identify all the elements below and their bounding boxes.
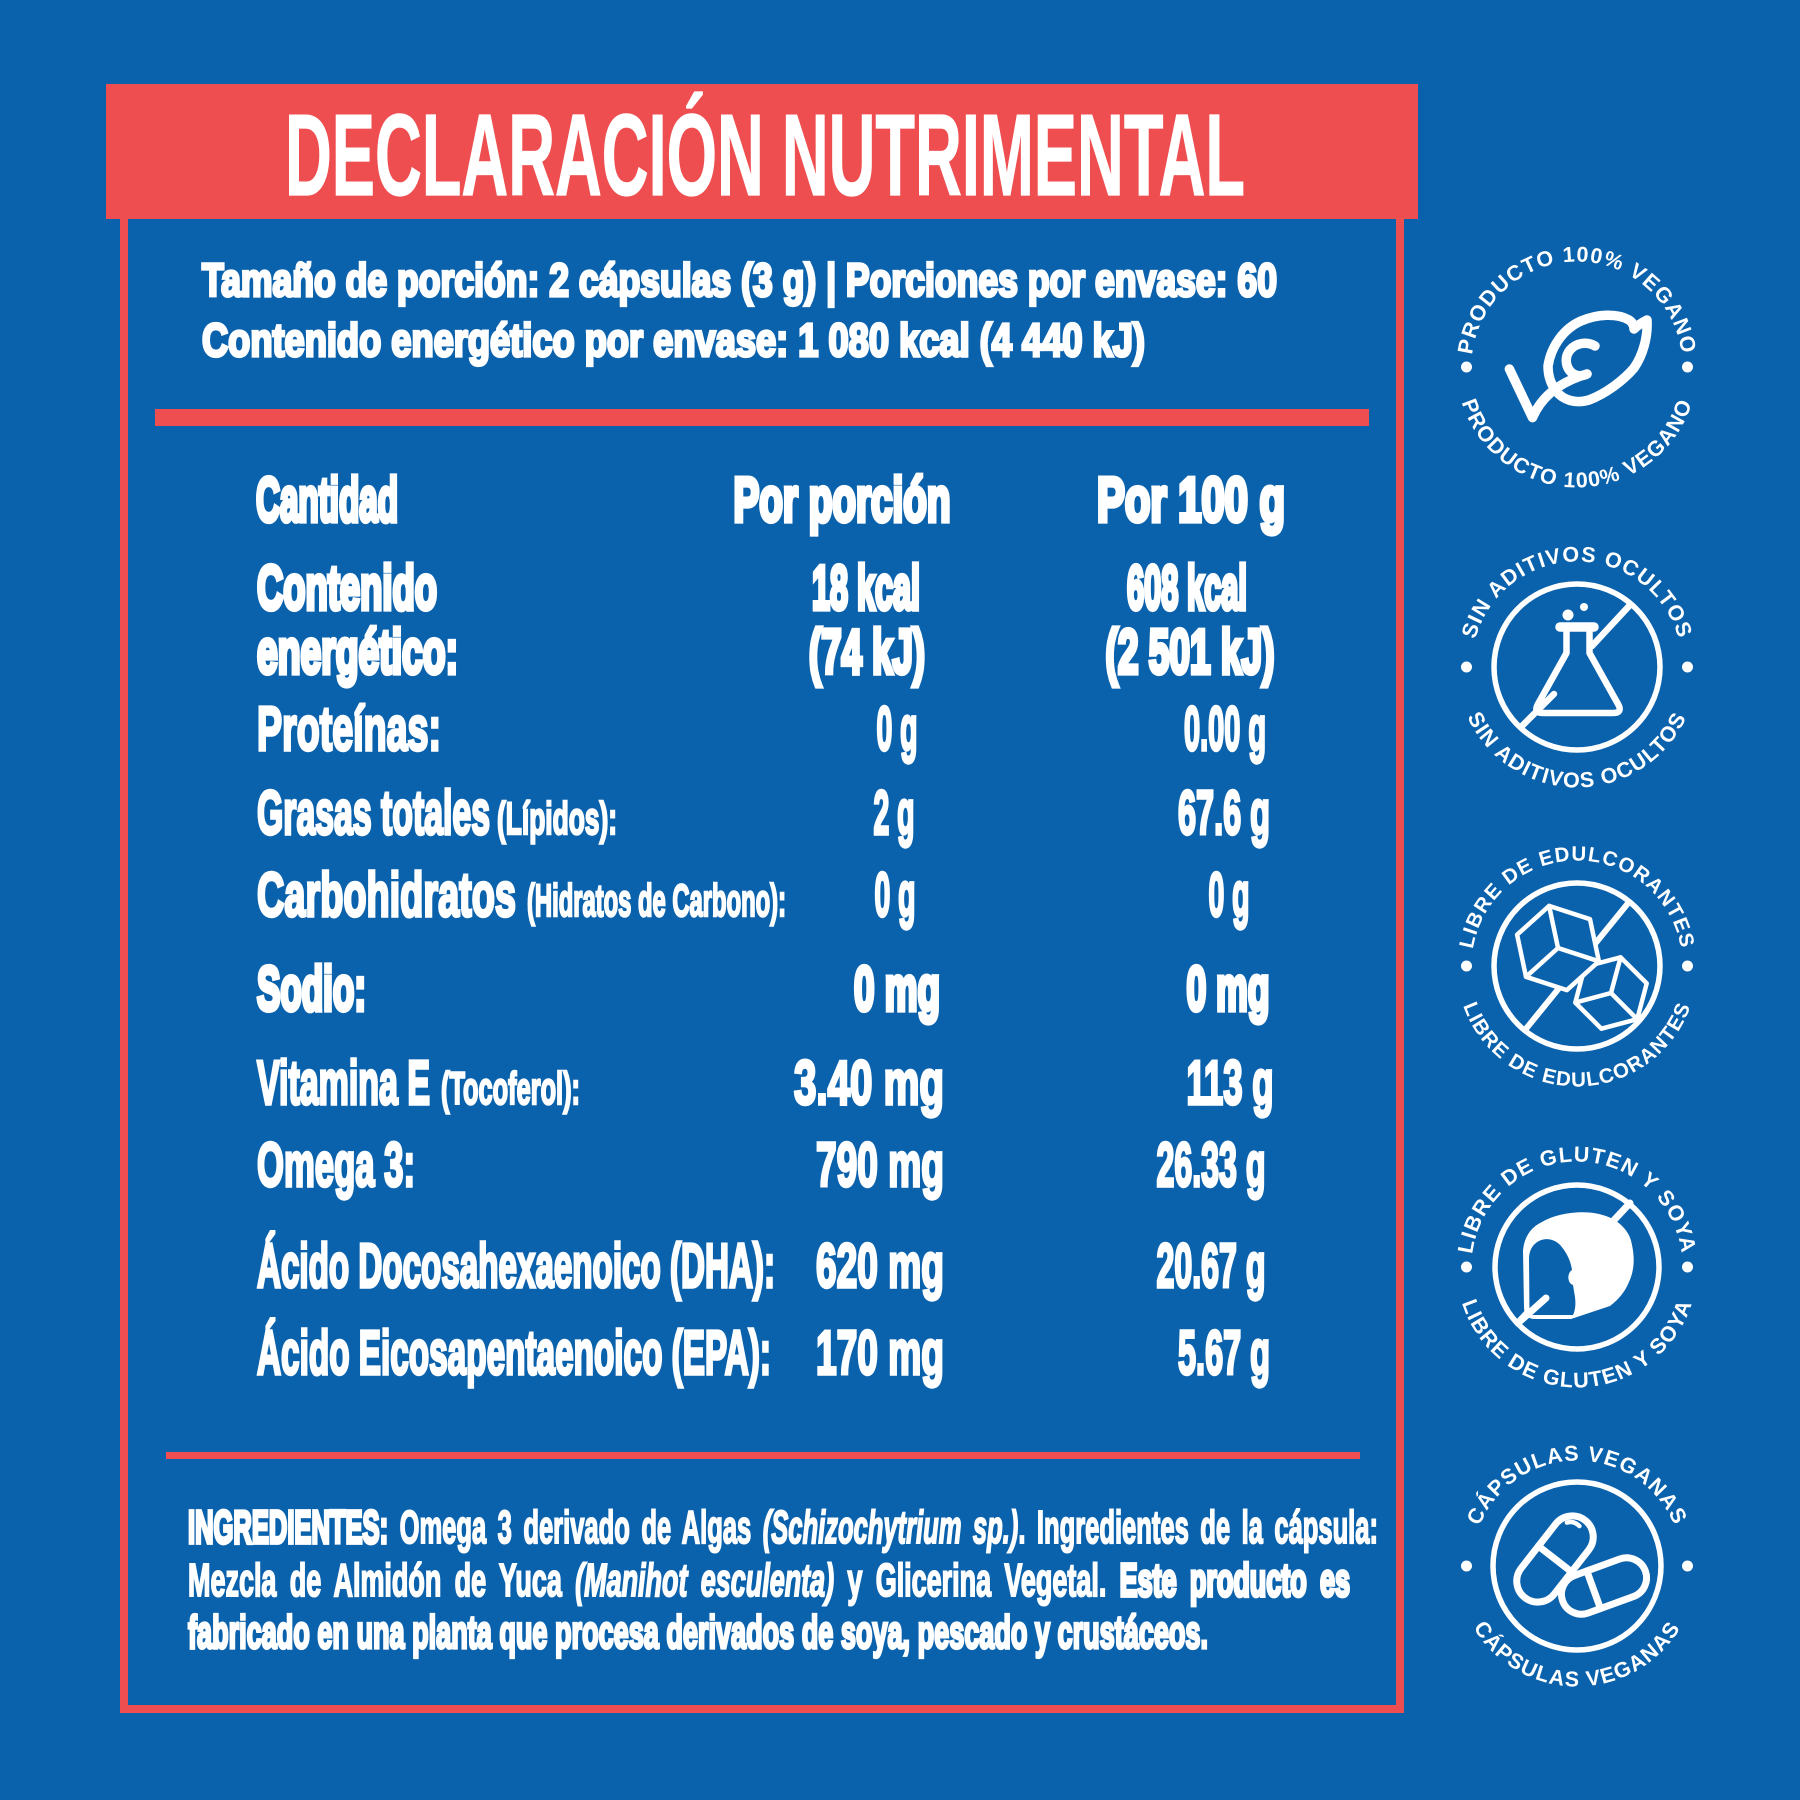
svg-text:energético:: energético: — [257, 617, 458, 687]
svg-text:Tamaño de porción: 2 cápsulas: Tamaño de porción: 2 cápsulas (3 g) | Po… — [202, 254, 1277, 306]
svg-text:Ácido Docosahexaenoico (DHA):: Ácido Docosahexaenoico (DHA): — [257, 1231, 775, 1301]
svg-text:608 kcal: 608 kcal — [1127, 553, 1247, 623]
svg-text:(74 kJ): (74 kJ) — [809, 617, 925, 687]
svg-text:fabricado en una planta que pr: fabricado en una planta que procesa deri… — [188, 1606, 1208, 1658]
svg-text:Vitamina E: Vitamina E — [257, 1048, 430, 1118]
svg-text:Por 100 g: Por 100 g — [1097, 465, 1285, 535]
svg-text:Grasas totales: Grasas totales — [257, 778, 490, 848]
svg-text:Por porción: Por porción — [734, 465, 951, 535]
svg-text:Contenido: Contenido — [257, 553, 437, 623]
svg-text:790 mg: 790 mg — [816, 1130, 944, 1200]
svg-text:26.33 g: 26.33 g — [1157, 1130, 1266, 1200]
svg-text:(Lípidos):: (Lípidos): — [497, 793, 617, 844]
svg-text:(Hidratos de Carbono):: (Hidratos de Carbono): — [527, 875, 786, 926]
svg-text:DECLARACIÓN NUTRIMENTAL: DECLARACIÓN NUTRIMENTAL — [285, 90, 1245, 220]
svg-text:620 mg: 620 mg — [816, 1231, 944, 1301]
svg-text:18 kcal: 18 kcal — [812, 553, 920, 623]
svg-text:Cantidad: Cantidad — [256, 465, 398, 535]
svg-text:Carbohidratos: Carbohidratos — [257, 860, 516, 930]
svg-text:0.00 g: 0.00 g — [1184, 694, 1266, 764]
svg-text:113 g: 113 g — [1187, 1048, 1274, 1118]
svg-text:Mezcla de Almidón de Yuca (Man: Mezcla de Almidón de Yuca (Manihot escul… — [188, 1554, 1350, 1606]
svg-text:Sodio:: Sodio: — [257, 954, 366, 1024]
svg-text:0 mg: 0 mg — [1187, 954, 1270, 1024]
svg-text:170 mg: 170 mg — [816, 1318, 944, 1388]
svg-text:5.67 g: 5.67 g — [1178, 1318, 1270, 1388]
svg-text:0 g: 0 g — [875, 860, 916, 930]
svg-text:Ácido Eicosapentaenoico (EPA):: Ácido Eicosapentaenoico (EPA): — [257, 1318, 771, 1388]
svg-text:Omega 3:: Omega 3: — [257, 1130, 415, 1200]
svg-text:(Tocoferol):: (Tocoferol): — [441, 1063, 580, 1114]
svg-text:3.40 mg: 3.40 mg — [794, 1048, 944, 1118]
svg-text:(2 501 kJ): (2 501 kJ) — [1106, 617, 1275, 687]
svg-text:0 mg: 0 mg — [854, 954, 940, 1024]
svg-text:Contenido energético por envas: Contenido energético por envase: 1 080 k… — [202, 314, 1145, 366]
svg-text:20.67 g: 20.67 g — [1157, 1231, 1266, 1301]
svg-text:2 g: 2 g — [874, 778, 915, 848]
svg-text:67.6 g: 67.6 g — [1178, 778, 1270, 848]
svg-text:INGREDIENTES: Omega 3 derivado: INGREDIENTES: Omega 3 derivado de Algas … — [188, 1501, 1378, 1553]
svg-text:0 g: 0 g — [1209, 860, 1250, 930]
svg-text:Proteínas:: Proteínas: — [257, 694, 441, 764]
svg-text:0 g: 0 g — [877, 694, 918, 764]
